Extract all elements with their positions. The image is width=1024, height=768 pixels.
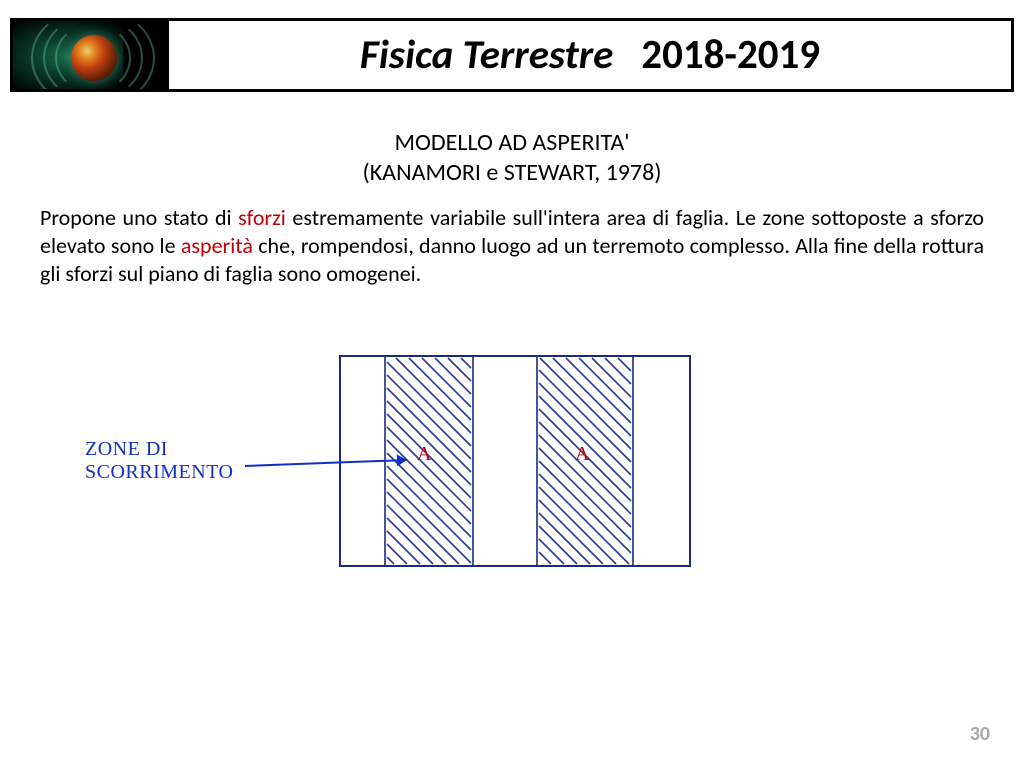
svg-text:A: A [575,443,590,465]
slide-title: MODELLO AD ASPERITA' (KANAMORI e STEWART… [0,128,1024,188]
header-title: Fisica Terrestre 2018-2019 [169,30,1011,80]
zone-label: ZONE DI SCORRIMENTO [85,438,234,484]
keyword-sforzi: sforzi [238,204,286,231]
title-line-1: MODELLO AD ASPERITA' [0,128,1024,158]
header-bar: Fisica Terrestre 2018-2019 [10,18,1014,92]
body-paragraph: Propone uno stato di sforzi estremamente… [40,204,984,288]
svg-text:A: A [417,443,432,465]
course-logo [13,21,169,89]
title-line-2: (KANAMORI e STEWART, 1978) [0,158,1024,188]
course-title: Fisica Terrestre [360,30,613,80]
page-number: 30 [970,722,990,746]
keyword-asperita: asperità [181,232,253,259]
asperity-diagram: ZONE DI SCORRIMENTO A A [85,348,705,588]
course-year: 2018-2019 [641,30,820,80]
